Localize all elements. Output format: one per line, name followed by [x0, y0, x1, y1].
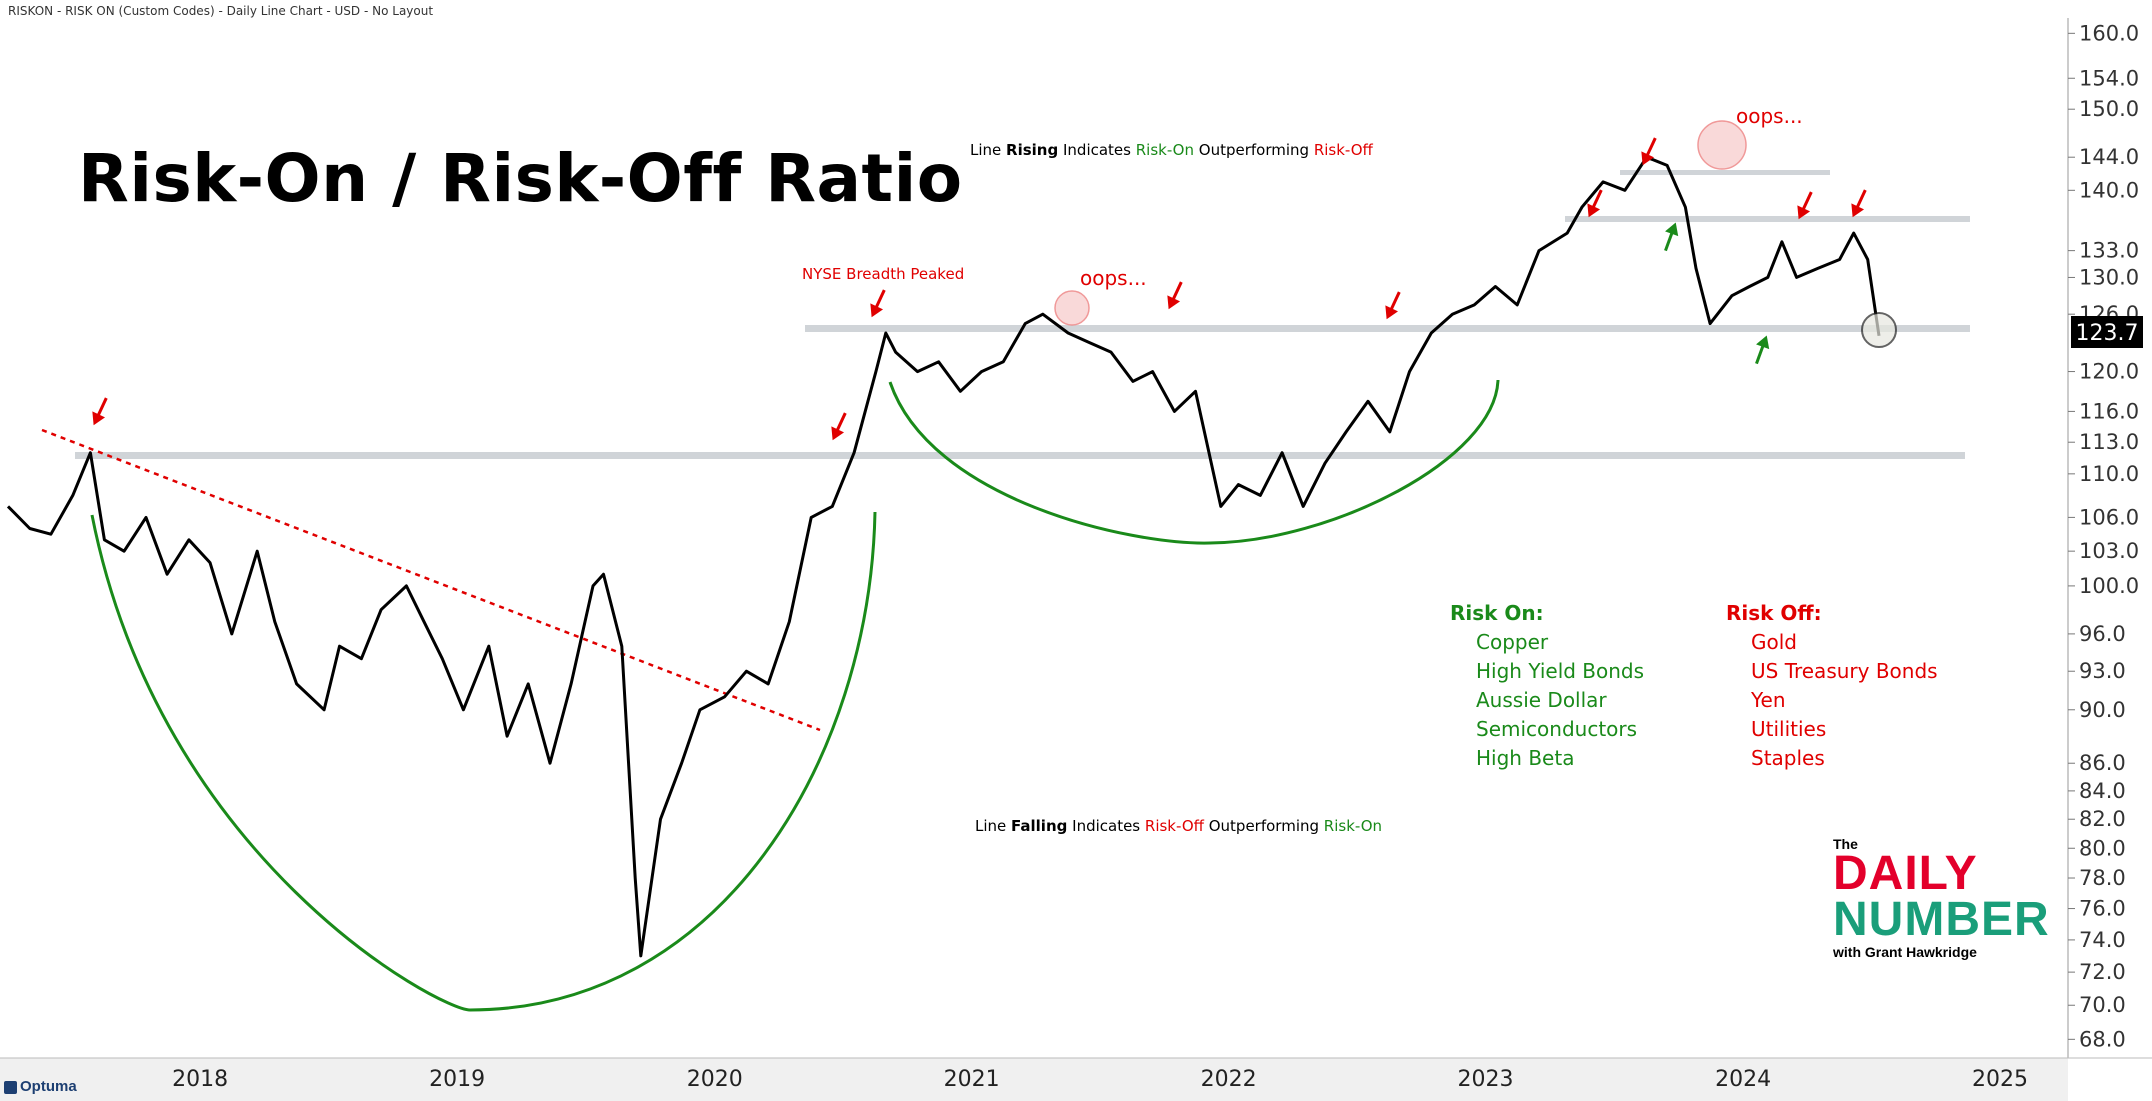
oops-circle-1	[1054, 290, 1090, 326]
legend-risk-on-title: Risk On:	[1450, 601, 1544, 625]
y-tick-label: 133.0	[2079, 239, 2139, 263]
y-axis-ticks: 160.0154.0150.0144.0140.0133.0130.0126.0…	[2068, 21, 2139, 1051]
y-tick-label: 78.0	[2079, 866, 2126, 890]
daily-number-logo: The DAILY NUMBER with Grant Hawkridge	[1833, 836, 2050, 960]
legend-risk-on-item: High Beta	[1476, 746, 1575, 770]
annotation-oops-2: oops...	[1736, 104, 1803, 128]
legend-risk-off-item: Yen	[1751, 688, 1786, 712]
y-tick-label: 70.0	[2079, 993, 2126, 1017]
y-tick-label: 76.0	[2079, 897, 2126, 921]
legend-risk-on-item: Aussie Dollar	[1476, 688, 1607, 712]
red-arrow	[1797, 191, 1813, 220]
x-axis-band	[0, 1058, 2068, 1101]
green-arrow	[1664, 222, 1679, 252]
annotation-nyse-breadth: NYSE Breadth Peaked	[802, 265, 965, 283]
x-tick-label: 2019	[429, 1067, 485, 1092]
y-tick-label: 74.0	[2079, 928, 2126, 952]
legend-risk-off-item: Utilities	[1751, 717, 1827, 741]
x-tick-label: 2022	[1201, 1067, 1257, 1092]
red-arrow	[1851, 189, 1867, 218]
red-arrow	[1641, 137, 1657, 166]
y-tick-label: 80.0	[2079, 836, 2126, 860]
red-arrow	[92, 397, 108, 426]
y-tick-label: 120.0	[2079, 360, 2139, 384]
y-tick-label: 154.0	[2079, 66, 2139, 90]
y-tick-label: 110.0	[2079, 462, 2139, 486]
y-tick-label: 86.0	[2079, 751, 2126, 775]
highlight-circles	[1054, 120, 1897, 348]
legend-risk-off-title: Risk Off:	[1726, 601, 1822, 625]
y-tick-label: 100.0	[2079, 574, 2139, 598]
level-band-137	[1565, 216, 1970, 222]
green-arrow	[1755, 335, 1770, 365]
level-band-113	[75, 452, 1965, 459]
level-band-122	[805, 325, 1970, 332]
price-line	[6, 155, 1881, 958]
svg-text:123.7: 123.7	[2076, 321, 2139, 346]
note-falling: Line Falling Indicates Risk-Off Outperfo…	[975, 817, 1383, 835]
trendline	[41, 428, 821, 732]
x-tick-label: 2020	[687, 1067, 743, 1092]
saucer-arcs	[90, 379, 1500, 1012]
signal-arrows	[92, 137, 1867, 441]
y-tick-label: 113.0	[2079, 430, 2139, 454]
optuma-icon	[4, 1080, 17, 1094]
chart-title: Risk-On / Risk-Off Ratio	[78, 140, 963, 217]
legend-risk-on-item: Copper	[1476, 630, 1549, 654]
legend-risk-off-item: Gold	[1751, 630, 1797, 654]
chart-header: RISKON - RISK ON (Custom Codes) - Daily …	[8, 4, 434, 18]
y-tick-label: 103.0	[2079, 539, 2139, 563]
current-circle	[1861, 312, 1897, 348]
y-tick-label: 144.0	[2079, 145, 2139, 169]
y-tick-label: 68.0	[2079, 1027, 2126, 1051]
legend-risk-on-item: High Yield Bonds	[1476, 659, 1645, 683]
y-tick-label: 96.0	[2079, 622, 2126, 646]
saucer-arc-right	[888, 379, 1500, 545]
y-tick-label: 140.0	[2079, 178, 2139, 202]
annotation-oops-1: oops...	[1080, 266, 1147, 290]
y-tick-label: 150.0	[2079, 97, 2139, 121]
legend-risk-on-item: Semiconductors	[1476, 717, 1638, 741]
note-rising: Line Rising Indicates Risk-On Outperform…	[970, 141, 1373, 159]
red-arrow	[870, 289, 886, 318]
legend-risk-off-item: US Treasury Bonds	[1751, 659, 1938, 683]
y-tick-label: 160.0	[2079, 21, 2139, 45]
oops-circle-2	[1697, 120, 1747, 170]
y-tick-label: 90.0	[2079, 698, 2126, 722]
red-arrow	[831, 412, 847, 441]
x-tick-label: 2021	[944, 1067, 1000, 1092]
red-arrow	[1385, 291, 1401, 320]
legend-risk-off-item: Staples	[1751, 746, 1825, 770]
y-tick-label: 93.0	[2079, 659, 2126, 683]
optuma-watermark: Optuma	[4, 1078, 77, 1095]
y-tick-label: 72.0	[2079, 960, 2126, 984]
x-tick-label: 2024	[1715, 1067, 1771, 1092]
x-axis-ticks: 2018 2019 2020 2021 2022 2023 2024 2025	[172, 1067, 2028, 1092]
x-tick-label: 2018	[172, 1067, 228, 1092]
support-resistance-levels	[75, 170, 1970, 459]
y-tick-label: 82.0	[2079, 807, 2126, 831]
red-arrow	[1587, 189, 1603, 218]
last-value-marker: 123.7	[2071, 316, 2143, 348]
y-tick-label: 84.0	[2079, 779, 2126, 803]
x-tick-label: 2023	[1458, 1067, 1514, 1092]
y-tick-label: 130.0	[2079, 265, 2139, 289]
saucer-arc-left	[90, 511, 877, 1012]
x-tick-label: 2025	[1972, 1067, 2028, 1092]
red-arrow	[1167, 281, 1183, 310]
level-band-141	[1620, 170, 1830, 175]
y-tick-label: 106.0	[2079, 505, 2139, 529]
y-tick-label: 116.0	[2079, 399, 2139, 423]
